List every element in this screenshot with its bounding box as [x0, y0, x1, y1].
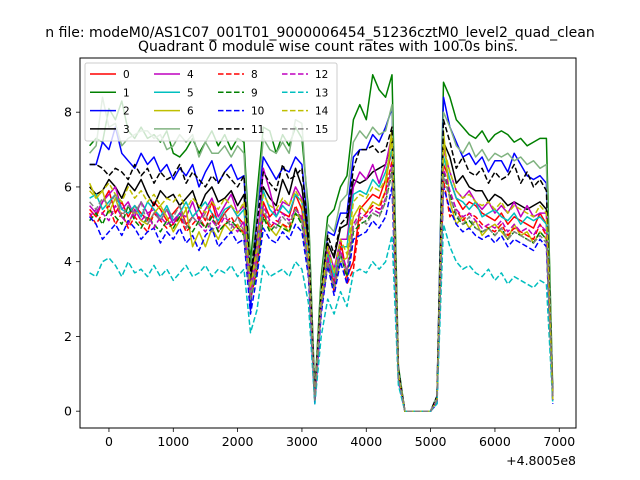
y-tick-label: 2	[64, 329, 72, 344]
chart-title: Quadrant 0 module wise count rates with …	[138, 39, 518, 55]
plot-frame	[79, 57, 577, 429]
x-tick-label: 4000	[350, 434, 382, 449]
series-line-14	[89, 137, 554, 412]
x-tick-label: 1000	[157, 434, 189, 449]
x-tick-label: 6000	[479, 434, 511, 449]
series-line-11	[89, 118, 554, 412]
legend-label: 15	[315, 124, 328, 136]
series-line-15	[89, 167, 554, 412]
legend-label: 3	[123, 124, 130, 136]
y-axis: 0 2 4 6 8	[64, 105, 80, 419]
legend-label: 1	[123, 87, 130, 99]
legend-label: 11	[251, 124, 264, 136]
legend-label: 6	[187, 106, 194, 118]
series-line-7	[89, 96, 554, 412]
series-line-13	[89, 223, 554, 412]
plot-lines	[88, 74, 554, 412]
legend-label: 12	[315, 69, 328, 81]
legend-label: 7	[187, 124, 194, 136]
legend-label: 5	[187, 87, 194, 99]
legend-label: 14	[315, 106, 329, 118]
x-offset-label: +4.8005e8	[506, 453, 576, 468]
legend-label: 10	[251, 106, 264, 118]
legend-label: 13	[315, 87, 328, 99]
y-tick-label: 6	[64, 179, 72, 194]
y-tick-label: 0	[64, 404, 72, 419]
x-axis: 0 1000 2000 3000 4000 5000 6000 7000	[105, 428, 575, 449]
x-tick-label: 7000	[543, 434, 575, 449]
legend-label: 2	[123, 106, 130, 118]
x-tick-label: 3000	[286, 434, 318, 449]
x-tick-label: 2000	[222, 434, 254, 449]
legend-label: 0	[123, 69, 130, 81]
y-tick-label: 4	[64, 254, 72, 269]
x-tick-label: 5000	[415, 434, 447, 449]
legend-label: 9	[251, 87, 258, 99]
chart-suptitle: n file: modeM0/AS1C07_001T01_9000006454_…	[45, 25, 594, 41]
series-line-12	[89, 163, 554, 412]
legend-label: 4	[187, 69, 194, 81]
legend-label: 8	[251, 69, 258, 81]
legend-box	[84, 62, 338, 142]
y-tick-label: 8	[64, 105, 72, 120]
x-tick-label: 0	[105, 434, 113, 449]
series-line-2	[89, 96, 554, 412]
